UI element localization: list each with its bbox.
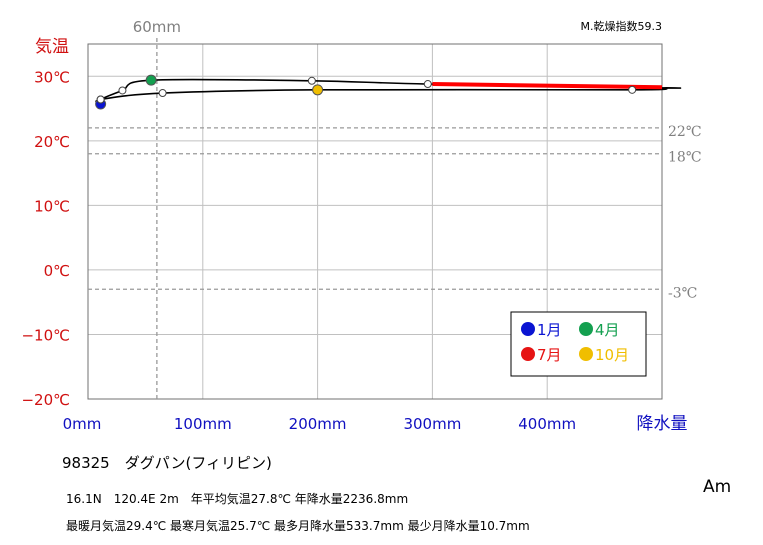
legend-marker xyxy=(521,322,535,336)
dryness-index: M.乾燥指数59.3 xyxy=(581,19,662,33)
legend-label: 1月 xyxy=(537,321,562,339)
month-marker xyxy=(158,89,167,98)
legend-label: 7月 xyxy=(537,346,562,364)
climate-curve xyxy=(95,78,682,105)
station-extremes: 最暖月気温29.4℃ 最寒月気温25.7℃ 最多月降水量533.7mm 最少月降… xyxy=(66,519,530,533)
x-tick-label: 200mm xyxy=(289,415,347,433)
station-summary: 16.1N 120.4E 2m 年平均気温27.8℃ 年降水量2236.8mm xyxy=(66,492,409,506)
reference-label: -3℃ xyxy=(668,285,697,301)
y-tick-label: 0℃ xyxy=(44,262,70,280)
month-marker xyxy=(312,84,324,96)
plot-frame xyxy=(87,43,663,400)
legend-marker xyxy=(579,322,593,336)
x-axis-title: 降水量 xyxy=(637,414,688,434)
reference-label: 22℃ xyxy=(668,124,701,140)
month-marker xyxy=(307,76,316,85)
reference-label: 18℃ xyxy=(668,150,701,166)
month-marker xyxy=(423,80,432,89)
x-tick-label: 400mm xyxy=(518,415,576,433)
y-tick-label: 10℃ xyxy=(34,197,70,215)
y-tick-label: 20℃ xyxy=(34,133,70,151)
legend-box xyxy=(510,311,647,377)
x-tick-label: 300mm xyxy=(403,415,461,433)
y-axis-title: 気温 xyxy=(35,37,69,57)
legend-label: 10月 xyxy=(595,346,629,364)
legend-marker xyxy=(579,347,593,361)
month-marker xyxy=(628,85,637,94)
station-title: 98325 ダグパン(フィリピン) xyxy=(62,454,272,472)
x-tick-label: 100mm xyxy=(174,415,232,433)
month-marker xyxy=(96,95,105,104)
legend-marker xyxy=(521,347,535,361)
month-marker xyxy=(145,74,157,86)
y-tick-label: 30℃ xyxy=(34,68,70,86)
month-marker xyxy=(118,86,127,95)
y-tick-label: −10℃ xyxy=(21,326,70,344)
reference-label: 60mm xyxy=(133,18,181,36)
x-tick-label: 0mm xyxy=(63,415,102,433)
wet-season-segment xyxy=(432,82,663,90)
legend-label: 4月 xyxy=(595,321,620,339)
climate-code: Am xyxy=(703,477,732,497)
y-tick-label: −20℃ xyxy=(21,391,70,409)
